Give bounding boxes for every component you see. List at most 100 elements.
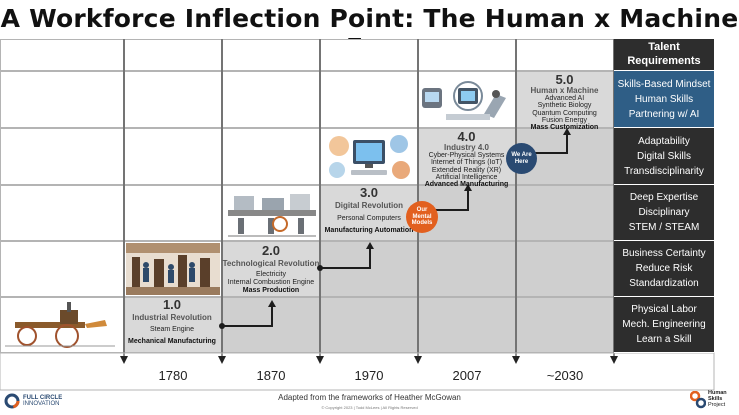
year-2007: 2007: [452, 368, 482, 383]
stage-5-item-3: Quantum Computing: [532, 109, 597, 117]
human-skills-logo-line-2: Skills: [708, 396, 723, 403]
grid-cell: [222, 241, 320, 297]
grid-cell: [418, 39, 516, 71]
infinity-figure-icon: [690, 391, 706, 409]
full-circle-logo: FULL CIRCLE INNOVATION: [4, 393, 62, 409]
grid-cell: [320, 71, 418, 128]
talent-row-5-line-3: Learn a Skill: [636, 334, 692, 345]
stage-4-item-3: Extended Reality (XR): [431, 166, 502, 174]
we-are-here-line-1: We Are: [511, 151, 532, 158]
talent-row-2-line-3: Transdisciplinarity: [624, 165, 704, 177]
stage-3-highlight: Manufacturing Automation: [324, 227, 414, 235]
talent-row-4-line-1: Business Certainty: [622, 248, 706, 259]
grid-cell: [516, 128, 614, 185]
stage-3: 3.0 Digital Revolution Personal Computer…: [320, 185, 418, 235]
step-arrow: [222, 302, 273, 327]
talent-row-5-line-1: Physical Labor: [631, 304, 697, 315]
talent-header-line-2: Requirements: [627, 54, 701, 67]
stage-4-item-1: Cyber-Physical Systems: [428, 152, 505, 160]
stage-4-number: 4.0: [457, 129, 476, 144]
talent-row-4-line-3: Standardization: [629, 278, 699, 289]
mental-models-line-3: Models: [411, 220, 433, 227]
grid-cell: [124, 71, 222, 128]
arrow-head: [563, 128, 571, 135]
talent-row-industrial: Physical Labor Mech. Engineering Learn a…: [614, 297, 714, 353]
we-are-here-line-2: Here: [514, 158, 529, 165]
computer-illustration: [329, 135, 410, 179]
stage-4-highlight: Advanced Manufacturing: [424, 181, 509, 189]
grid-cell: [418, 297, 516, 353]
grid-cell: [516, 185, 614, 241]
grid-cell: [516, 39, 614, 71]
stage-1-number: 1.0: [162, 297, 182, 312]
timeline-tick: [414, 356, 422, 364]
year-row-border: [0, 352, 715, 391]
steam-locomotive-illustration: [5, 302, 115, 348]
arrow-head: [268, 300, 276, 307]
talent-row-3-line-3: STEM / STEAM: [628, 222, 700, 233]
grid-cell: [0, 39, 124, 71]
stage-5-item-1: Advanced AI: [544, 95, 585, 103]
year-1970: 1970: [354, 368, 384, 383]
talent-row-digital: Deep Expertise Disciplinary STEM / STEAM: [614, 185, 714, 241]
talent-row-1-line-2: Human Skills: [634, 93, 694, 105]
robotics-illustration: [422, 81, 506, 120]
year-1780: 1780: [158, 368, 188, 383]
talent-row-2-line-1: Adaptability: [638, 135, 690, 147]
arrow-start-dot: [317, 265, 323, 271]
timeline-tick: [218, 356, 226, 364]
talent-row-3-line-1: Deep Expertise: [629, 192, 699, 203]
stage-1-item-1: Steam Engine: [150, 326, 194, 334]
stage-5-name: Human x Machine: [530, 85, 599, 95]
mental-models-badge: Our Mental Models: [406, 201, 438, 233]
grid-cell: [320, 39, 418, 71]
stage-1-highlight: Mechanical Manufacturing: [128, 338, 216, 346]
timeline-tick: [512, 356, 520, 364]
grid-cell: [124, 128, 222, 185]
stage-2-highlight: Mass Production: [242, 287, 300, 295]
mental-models-line-2: Mental: [412, 213, 432, 220]
arrow-head: [366, 242, 374, 249]
stage-3-item-1: Personal Computers: [337, 215, 401, 223]
arrow-head: [464, 184, 472, 191]
stage-3-number: 3.0: [359, 185, 379, 200]
talent-row-industry-4: Adaptability Digital Skills Transdiscipl…: [614, 128, 714, 185]
year-2030: ~2030: [546, 368, 584, 383]
stage-4-item-4: Artificial Intelligence: [435, 174, 498, 182]
attribution-text: Adapted from the frameworks of Heather M…: [278, 393, 461, 402]
full-circle-logo-line-1: FULL CIRCLE: [23, 394, 63, 401]
stage-1-name: Industrial Revolution: [132, 312, 212, 322]
stage-2-item-1: Electricity: [256, 271, 286, 279]
stage-2: 2.0 Technological Revolution Electricity…: [222, 243, 320, 295]
talent-row-1-line-3: Partnering w/ AI: [628, 108, 700, 120]
stage-5-number: 5.0: [555, 72, 574, 87]
full-circle-icon: [4, 393, 20, 409]
grid-cell: [124, 297, 222, 353]
human-skills-logo-line-3: Project: [708, 401, 726, 408]
stage-5-item-4: Fusion Energy: [541, 117, 588, 125]
timeline-tick: [316, 356, 324, 364]
talent-row-1-line-1: Skills-Based Mindset: [617, 78, 711, 90]
stage-4-item-2: Internet of Things (IoT): [430, 159, 503, 167]
talent-row-3-line-2: Disciplinary: [638, 207, 690, 218]
grid-cell: [418, 128, 516, 185]
stage-2-number: 2.0: [261, 243, 281, 258]
timeline-tick: [610, 356, 618, 364]
stage-4-name: Industry 4.0: [444, 142, 489, 152]
factory-workers-illustration: [126, 243, 220, 295]
talent-row-human-machine: Skills-Based Mindset Human Skills Partne…: [614, 71, 714, 128]
full-circle-logo-line-2: INNOVATION: [23, 401, 60, 407]
stage-5-item-2: Synthetic Biology: [537, 102, 592, 110]
stage-2-name: Technological Revolution: [222, 258, 320, 268]
stage-5: 5.0 Human x Machine Advanced AI Syntheti…: [516, 73, 613, 132]
talent-row-2-line-2: Digital Skills: [637, 150, 691, 162]
talent-row-5-line-2: Mech. Engineering: [622, 319, 706, 330]
grid-cell: [0, 128, 124, 185]
grid-cell: [516, 71, 614, 128]
talent-row-4-line-2: Reduce Risk: [635, 263, 693, 274]
year-1870: 1870: [256, 368, 286, 383]
grid-cell: [0, 71, 124, 128]
we-are-here-badge: We Are Here: [506, 143, 537, 174]
arrow-start-dot: [219, 323, 225, 329]
stage-1: 1.0 Industrial Revolution Steam Engine M…: [122, 297, 222, 346]
